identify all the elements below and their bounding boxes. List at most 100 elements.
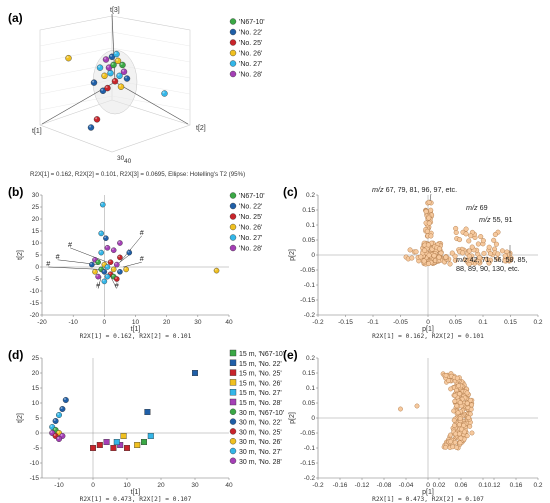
panel-a-legend-marker	[229, 39, 237, 46]
panel-c-loading-point	[481, 250, 487, 256]
panel-b-point-6-highlight	[127, 250, 130, 253]
axis-t2-line	[114, 81, 189, 125]
panel-c-loading-point	[491, 237, 497, 243]
panel-e-x-tick-label: -0.08	[377, 482, 392, 489]
panel-c-loading-point	[508, 255, 514, 261]
panel-b-hash-pointer	[48, 266, 102, 270]
panel-b-label: (b)	[8, 185, 23, 199]
panel-e-loading-point	[457, 440, 463, 446]
panel-d-score-plot: -10 0 10 20 30 40 -15 -10 -5 0 5 10 15 20 25 t[1] t[2] R2…	[17, 349, 284, 503]
panel-b-point-24-highlight	[111, 274, 114, 277]
panel-e-caption: R2X[1] = 0.473, R2X[2] = 0.107	[372, 496, 484, 503]
panel-a-point-12-highlight	[102, 73, 105, 76]
panel-b-point-1-highlight	[104, 236, 107, 239]
panel-d-point-23-highlight	[57, 437, 60, 439]
panel-e-loading-point	[455, 410, 461, 416]
panel-c-loading-point	[493, 241, 499, 247]
panel-e-x-tick-label: -0.2	[312, 482, 324, 489]
panel-a-point-4	[107, 69, 114, 77]
panel-a-legend-marker	[229, 70, 237, 78]
panel-e-loading-point	[414, 403, 420, 409]
panel-b-hash-mark: #	[46, 259, 50, 268]
panel-d-legend-label: 15 m, 'No. 27'	[239, 390, 282, 397]
panel-c-loading-point	[486, 244, 492, 250]
panel-b-point-14	[104, 264, 111, 270]
panel-d-legend-marker	[229, 457, 237, 464]
panel-b-point-21	[104, 273, 111, 280]
panel-b-point-11-highlight	[102, 262, 105, 265]
panel-d-point-7	[110, 445, 117, 452]
panel-a-point-13-highlight	[114, 51, 117, 55]
panel-e-loading-point	[457, 391, 462, 397]
panel-e-x-tick-label: 0.02	[433, 482, 446, 489]
panel-e-loading-point	[467, 397, 473, 403]
panel-d-legend-marker	[229, 447, 237, 455]
panel-c-y-tick-label: -0.2	[304, 312, 316, 319]
axis-t1-label: t[1]	[32, 128, 42, 135]
panel-b-point-27	[101, 278, 108, 285]
panel-b-legend-marker	[229, 234, 237, 241]
panel-d-x-tick-label: 40	[225, 482, 233, 489]
panel-b-point-12	[107, 259, 114, 266]
panel-e-loading-point	[459, 426, 465, 432]
panel-d-point-14	[59, 406, 66, 413]
panel-c-loading-point	[425, 242, 431, 248]
panel-d-legend-label: 30 m, 'No. 28'	[239, 459, 282, 466]
panel-c-x-tick-label: -0.15	[338, 319, 353, 326]
panel-d-point-19-highlight	[50, 431, 53, 433]
panel-a-point-15	[104, 84, 111, 92]
panel-a-legend-label: 'No. 26'	[239, 51, 262, 58]
panel-e-loading-point	[443, 444, 449, 450]
panel-d-point-0	[191, 370, 198, 377]
panel-a-gridline	[111, 47, 191, 63]
panel-b-caption: R2X[1] = 0.162, R2X[2] = 0.101	[80, 333, 192, 340]
panel-c-x-tick-label: 0.2	[533, 319, 542, 326]
panel-c-x-tick-label: 0	[426, 319, 430, 326]
panel-e-x-tick-label: 0.16	[510, 482, 523, 489]
panel-c-y-tick-label: -0.15	[300, 297, 315, 304]
panel-b-y-tick-label: 20	[32, 216, 40, 223]
panel-b-point-27-highlight	[102, 279, 105, 282]
panel-c-loading-point	[492, 231, 498, 238]
panel-d-x-axis-label: t[1]	[131, 489, 141, 496]
panel-c-y-axis-label: p[2]	[289, 249, 296, 261]
panel-b-point-10	[95, 259, 101, 266]
panel-a-point-5	[119, 61, 126, 69]
panel-c-loading-point	[460, 250, 466, 256]
panel-e-y-tick-label: 0.2	[306, 355, 315, 362]
panel-e-x-tick-label: -0.04	[399, 482, 414, 489]
panel-b-point-4	[104, 244, 111, 251]
panel-b-point-4-highlight	[105, 245, 108, 248]
panel-e-loading-point	[457, 400, 463, 406]
panel-d-legend-label: 15 m, 'No. 25'	[239, 371, 282, 378]
panel-b-legend-marker	[229, 244, 237, 252]
panel-d-point-21-highlight	[53, 434, 56, 436]
panel-e-loading-point	[451, 408, 457, 414]
axis-t3-line	[111, 13, 116, 83]
panel-b-legend-marker	[229, 223, 237, 231]
panel-a-point-2	[90, 79, 98, 86]
panel-c-loading-point	[418, 254, 424, 260]
panel-d-point-5	[123, 445, 130, 452]
panel-c-annotation-values: 69	[478, 203, 488, 212]
panel-b-point-26	[114, 276, 120, 282]
panel-a-point-7	[114, 57, 122, 65]
panel-e-loading-point	[456, 422, 462, 428]
panel-d-legend-marker	[229, 379, 237, 386]
panel-a-point-11-highlight	[122, 69, 125, 72]
panel-b-point-12-highlight	[108, 260, 111, 263]
panel-b-point-25	[123, 266, 129, 273]
panel-a-point-19-highlight	[95, 117, 98, 120]
panel-b-hash-pointer	[69, 247, 108, 263]
panel-c-loading-point	[443, 254, 449, 260]
panel-a-point-9-highlight	[117, 73, 120, 76]
panel-c-loading-point	[409, 255, 415, 261]
panel-c-annotation: m/z 55, 91	[479, 215, 513, 224]
panel-b-point-1	[103, 235, 109, 241]
panel-d-legend-marker	[229, 369, 237, 376]
panel-b-legend-marker	[229, 213, 237, 220]
panel-d-y-tick-label: 0	[35, 430, 39, 437]
panel-b-point-2-highlight	[99, 231, 102, 234]
panel-c-loading-point	[426, 199, 432, 205]
